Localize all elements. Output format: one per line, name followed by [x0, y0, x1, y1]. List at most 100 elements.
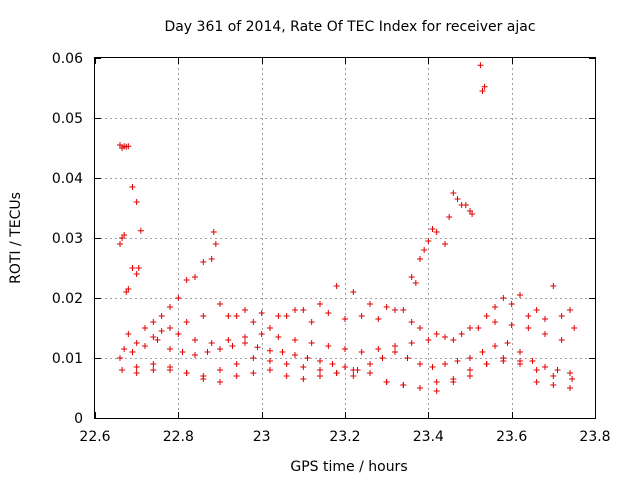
- data-point: [569, 376, 576, 382]
- data-point: [179, 349, 186, 355]
- data-point: [212, 241, 219, 247]
- data-point: [208, 256, 215, 262]
- y-tick-label: 0.03: [52, 231, 83, 247]
- data-point: [383, 304, 390, 310]
- data-point: [558, 337, 565, 343]
- data-point: [175, 295, 182, 301]
- data-point: [142, 343, 148, 349]
- data-point: [183, 319, 190, 325]
- data-point: [242, 307, 248, 313]
- data-point: [392, 307, 398, 313]
- data-point: [129, 265, 136, 271]
- data-point: [450, 190, 457, 196]
- data-point: [517, 361, 523, 367]
- data-point: [429, 364, 436, 370]
- data-point: [479, 88, 486, 94]
- data-point: [242, 334, 248, 340]
- x-axis-label: GPS time / hours: [290, 459, 407, 475]
- data-point: [250, 355, 257, 361]
- data-point: [154, 337, 161, 343]
- data-point: [442, 361, 448, 367]
- data-point: [542, 331, 548, 337]
- data-point: [250, 319, 257, 325]
- data-point: [342, 316, 348, 322]
- data-point: [329, 361, 336, 367]
- data-point: [467, 325, 473, 331]
- data-point: [129, 184, 136, 190]
- data-point: [133, 199, 140, 205]
- data-point: [550, 283, 557, 289]
- data-point: [492, 304, 498, 310]
- data-point: [481, 83, 488, 90]
- data-point: [217, 379, 223, 385]
- data-point: [150, 334, 157, 340]
- data-point: [125, 331, 132, 337]
- data-point: [308, 340, 315, 346]
- x-tick-label: 23.4: [413, 429, 444, 445]
- data-point: [275, 313, 282, 319]
- data-point: [208, 340, 215, 346]
- data-point: [517, 292, 523, 298]
- data-point: [433, 379, 440, 385]
- data-point: [483, 361, 490, 367]
- data-point: [133, 340, 140, 346]
- data-point: [292, 337, 298, 343]
- data-point: [433, 229, 440, 235]
- data-point: [508, 322, 515, 328]
- grid-lines: [95, 58, 595, 418]
- data-point: [477, 62, 484, 69]
- data-point: [233, 313, 240, 319]
- data-point: [200, 376, 207, 382]
- data-point: [492, 319, 498, 325]
- data-point: [412, 280, 419, 286]
- data-point: [350, 367, 357, 373]
- data-point: [304, 355, 311, 361]
- data-point: [533, 379, 540, 385]
- data-point: [167, 304, 173, 310]
- data-point: [500, 295, 507, 301]
- data-point: [342, 364, 348, 370]
- x-tick-label: 22.8: [163, 429, 194, 445]
- data-point: [542, 316, 548, 322]
- data-point: [529, 358, 536, 364]
- data-point: [350, 373, 357, 379]
- data-point: [117, 241, 123, 247]
- data-point: [462, 202, 469, 208]
- data-point: [275, 334, 282, 340]
- data-point: [333, 370, 340, 376]
- data-point: [550, 373, 557, 379]
- data-point: [121, 232, 128, 238]
- data-point: [400, 307, 407, 313]
- data-point: [417, 361, 423, 367]
- data-point: [479, 349, 486, 355]
- data-point: [317, 301, 323, 307]
- data-point: [200, 259, 207, 265]
- data-point: [167, 325, 173, 331]
- data-point: [467, 367, 473, 373]
- data-point: [467, 355, 473, 361]
- data-point: [300, 364, 307, 370]
- data-point: [504, 340, 511, 346]
- data-point: [158, 313, 165, 319]
- data-point: [567, 385, 573, 391]
- data-point: [158, 328, 165, 334]
- data-point: [442, 241, 448, 247]
- data-point: [392, 349, 398, 355]
- data-point: [229, 343, 236, 349]
- data-point: [525, 313, 532, 319]
- data-point: [283, 361, 290, 367]
- y-tick-label: 0.05: [52, 111, 83, 127]
- data-point: [242, 340, 248, 346]
- data-point: [292, 307, 298, 313]
- axis-ticks: 22.6 22.8 23 23.2 23.4 23.6 23.8 0 0.01 0.02 0.03 0…: [52, 51, 611, 445]
- data-point: [167, 346, 173, 352]
- data-point: [308, 319, 315, 325]
- data-points: [117, 62, 578, 394]
- data-point: [267, 358, 273, 364]
- data-point: [571, 325, 578, 331]
- data-point: [210, 229, 217, 235]
- data-point: [300, 307, 307, 313]
- data-point: [367, 301, 373, 307]
- data-point: [454, 358, 461, 364]
